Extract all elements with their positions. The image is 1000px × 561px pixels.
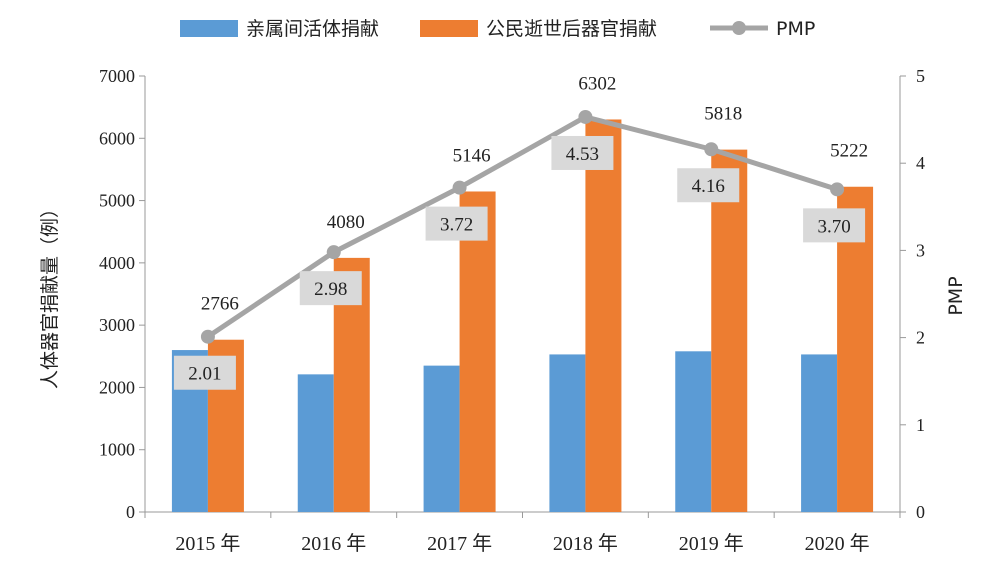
- pmp-value-label: 4.16: [692, 176, 725, 197]
- pmp-point: [326, 245, 341, 260]
- bar-value-label: 5222: [830, 141, 868, 162]
- y-tick-label: 4000: [99, 253, 135, 273]
- x-category-label: 2015 年: [175, 532, 240, 555]
- pmp-value-label: 4.53: [566, 144, 599, 165]
- y-tick-label: 5000: [99, 191, 135, 211]
- legend-label: 亲属间活体捐献: [246, 18, 379, 40]
- pmp-value-label: 2.01: [188, 364, 221, 385]
- y-axis-title: 人体器官捐献量（例）: [39, 199, 61, 389]
- y-tick-label: 0: [126, 502, 135, 522]
- bar-living: [297, 374, 334, 512]
- pmp-point: [704, 142, 719, 157]
- bar-deceased: [459, 191, 496, 512]
- x-category-label: 2017 年: [427, 532, 492, 555]
- y2-tick-label: 0: [916, 502, 925, 522]
- y-tick-label: 3000: [99, 315, 135, 335]
- bar-deceased: [585, 119, 622, 512]
- pmp-value-label: 2.98: [314, 279, 347, 300]
- pmp-label-box: [677, 168, 740, 203]
- x-category-label: 2016 年: [301, 532, 366, 555]
- bar-deceased: [711, 149, 748, 513]
- bar-living: [423, 365, 460, 512]
- y2-tick-label: 5: [916, 66, 925, 86]
- x-category-label: 2020 年: [805, 532, 870, 555]
- bar-value-label: 5146: [453, 145, 491, 166]
- y2-tick-label: 2: [916, 328, 925, 348]
- bar-value-label: 6302: [578, 73, 616, 94]
- y2-tick-label: 3: [916, 240, 925, 260]
- x-category-label: 2019 年: [679, 532, 744, 555]
- bar-value-label: 2766: [201, 294, 239, 315]
- x-category-label: 2018 年: [553, 532, 618, 555]
- bar-living: [675, 351, 712, 512]
- pmp-point: [830, 182, 845, 197]
- pmp-value-label: 3.70: [817, 216, 850, 237]
- pmp-label-box: [173, 355, 236, 390]
- y-tick-label: 1000: [99, 440, 135, 460]
- bar-value-label: 5818: [704, 104, 742, 125]
- bar-living: [801, 354, 838, 512]
- pmp-label-box: [299, 271, 362, 306]
- y2-tick-label: 1: [916, 415, 925, 435]
- y-tick-label: 7000: [99, 66, 135, 86]
- pmp-line: [206, 114, 838, 339]
- pmp-point: [578, 109, 593, 124]
- pmp-label-box: [551, 135, 614, 170]
- legend-label: 公民逝世后器官捐献: [486, 18, 657, 40]
- y-tick-label: 6000: [99, 128, 135, 148]
- legend-swatch: [420, 20, 478, 37]
- bar-value-label: 4080: [327, 212, 365, 233]
- y2-axis-title: PMP: [945, 276, 967, 315]
- pmp-point: [200, 329, 215, 344]
- bar-living: [549, 354, 586, 512]
- legend-marker: [732, 21, 746, 35]
- legend-swatch: [180, 20, 238, 37]
- pmp-label-box: [803, 208, 866, 243]
- y-tick-label: 2000: [99, 377, 135, 397]
- pmp-value-label: 3.72: [440, 215, 473, 236]
- pmp-point: [452, 180, 467, 195]
- pmp-label-box: [425, 206, 488, 241]
- legend-label: PMP: [776, 18, 815, 40]
- y2-tick-label: 4: [916, 153, 925, 173]
